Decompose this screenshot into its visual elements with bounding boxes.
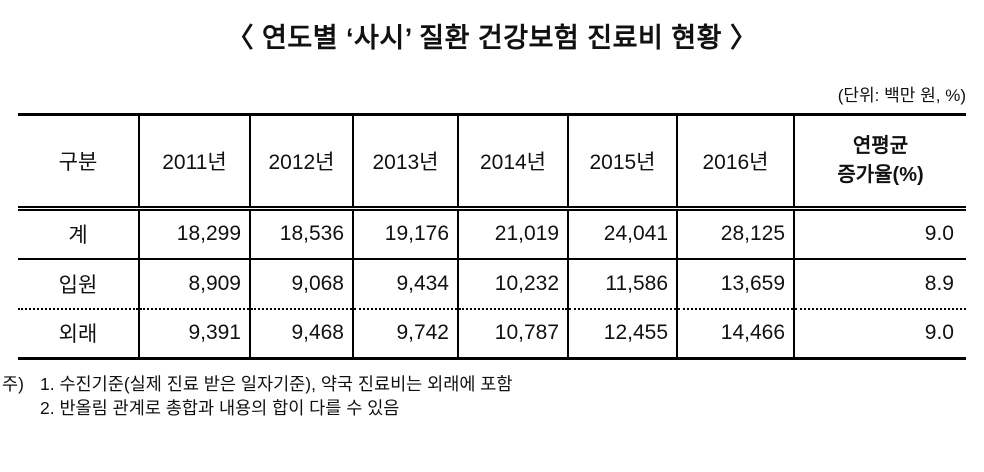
table-header-row: 구분 2011년 2012년 2013년 2014년 2015년 2016년 연… — [18, 114, 966, 211]
column-header-2015: 2015년 — [567, 114, 677, 211]
row-label: 외래 — [58, 323, 98, 347]
value-cell: 11,586 — [567, 258, 677, 310]
value-cell: 9,468 — [249, 308, 353, 359]
column-header-avg-growth: 연평균 증가율(%) — [793, 114, 966, 211]
column-header-2011: 2011년 — [138, 114, 250, 211]
growth-cell: 9.0 — [793, 208, 966, 260]
value-cell: 28,125 — [676, 208, 794, 260]
footnotes: 주) 1. 수진기준(실제 진료 받은 일자기준), 약국 진료비는 외래에 포… — [2, 373, 984, 420]
column-header-2016: 2016년 — [676, 114, 794, 211]
document-page: 〈 연도별 ‘사시’ 질환 건강보험 진료비 현황 〉 (단위: 백만 원, %… — [0, 16, 984, 472]
value-cell: 13,659 — [676, 258, 794, 310]
table-row-inpatient: 입원 8,909 9,068 9,434 10,232 11,586 13,65… — [18, 258, 966, 310]
table-row-outpatient: 외래 9,391 9,468 9,742 10,787 12,455 14,46… — [18, 308, 966, 359]
value-cell: 19,176 — [352, 208, 458, 260]
value-cell: 9,068 — [249, 258, 353, 310]
column-header-2013: 2013년 — [352, 114, 458, 211]
growth-cell: 9.0 — [793, 308, 966, 359]
table-row-total: 계 18,299 18,536 19,176 21,019 24,041 28,… — [18, 208, 966, 260]
value-cell: 9,434 — [352, 258, 458, 310]
value-cell: 18,299 — [138, 208, 250, 260]
medical-expense-table: 구분 2011년 2012년 2013년 2014년 2015년 2016년 연… — [18, 113, 966, 360]
value-cell: 8,909 — [138, 258, 250, 310]
row-label: 계 — [18, 208, 139, 260]
value-cell: 10,787 — [457, 308, 568, 359]
value-cell: 12,455 — [567, 308, 677, 359]
value-cell: 14,466 — [676, 308, 794, 359]
value-cell: 24,041 — [567, 208, 677, 260]
row-label: 입원 — [18, 258, 139, 310]
value-cell: 18,536 — [249, 208, 353, 260]
footnote-items: 1. 수진기준(실제 진료 받은 일자기준), 약국 진료비는 외래에 포함 2… — [40, 373, 513, 420]
growth-cell: 8.9 — [793, 258, 966, 310]
page-title: 〈 연도별 ‘사시’ 질환 건강보험 진료비 현황 〉 — [226, 23, 758, 53]
value-cell: 21,019 — [457, 208, 568, 260]
value-cell: 9,391 — [138, 308, 250, 359]
column-header-2012: 2012년 — [249, 114, 353, 211]
unit-note: (단위: 백만 원, %) — [837, 86, 966, 105]
footnote-item-2: 2. 반올림 관계로 총합과 내용의 합이 다를 수 있음 — [40, 397, 400, 418]
column-header-category: 구분 — [18, 114, 139, 211]
footnote-prefix: 주) — [2, 374, 24, 394]
footnote-item-1: 1. 수진기준(실제 진료 받은 일자기준), 약국 진료비는 외래에 포함 — [40, 374, 513, 394]
value-cell: 10,232 — [457, 258, 568, 310]
column-header-2014: 2014년 — [457, 114, 568, 211]
value-cell: 9,742 — [352, 308, 458, 359]
